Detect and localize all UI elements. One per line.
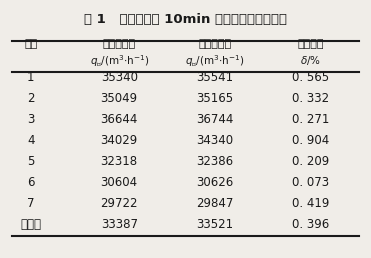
Text: 35541: 35541 [196,71,233,84]
Text: 35165: 35165 [196,92,233,105]
Text: 34340: 34340 [196,134,233,147]
Text: 33521: 33521 [196,218,233,231]
Text: 6: 6 [27,176,35,189]
Text: 2: 2 [27,92,35,105]
Text: 放水前流量: 放水前流量 [103,39,136,49]
Text: 5: 5 [27,155,35,168]
Text: 4: 4 [27,134,35,147]
Text: $q_{后}$/(m$^{3}$$\cdot$h$^{-1}$): $q_{后}$/(m$^{3}$$\cdot$h$^{-1}$) [186,53,244,69]
Text: 0. 209: 0. 209 [292,155,329,168]
Text: 平均值: 平均值 [20,218,41,231]
Text: 34029: 34029 [101,134,138,147]
Text: 30626: 30626 [196,176,234,189]
Text: 36644: 36644 [101,113,138,126]
Text: 次数: 次数 [24,39,37,49]
Text: $q_{前}$/(m$^{3}$$\cdot$h$^{-1}$): $q_{前}$/(m$^{3}$$\cdot$h$^{-1}$) [89,53,149,69]
Text: 1: 1 [27,71,35,84]
Text: 0. 396: 0. 396 [292,218,329,231]
Text: 表 1   放水前、后 10min 的平均时流量统计表: 表 1 放水前、后 10min 的平均时流量统计表 [84,13,287,26]
Text: 35340: 35340 [101,71,138,84]
Text: 32386: 32386 [196,155,233,168]
Text: 33387: 33387 [101,218,138,231]
Text: 0. 565: 0. 565 [292,71,329,84]
Text: 0. 904: 0. 904 [292,134,329,147]
Text: 32318: 32318 [101,155,138,168]
Text: $\delta$/%: $\delta$/% [300,54,321,67]
Text: 7: 7 [27,197,35,210]
Text: 0. 419: 0. 419 [292,197,329,210]
Text: 35049: 35049 [101,92,138,105]
Text: 36744: 36744 [196,113,234,126]
Text: 30604: 30604 [101,176,138,189]
Text: 29722: 29722 [101,197,138,210]
Text: 29847: 29847 [196,197,234,210]
Text: 流量增量: 流量增量 [298,39,324,49]
Text: 0. 271: 0. 271 [292,113,329,126]
Text: 0. 332: 0. 332 [292,92,329,105]
Text: 放水后流量: 放水后流量 [198,39,232,49]
Text: 0. 073: 0. 073 [292,176,329,189]
Text: 3: 3 [27,113,35,126]
